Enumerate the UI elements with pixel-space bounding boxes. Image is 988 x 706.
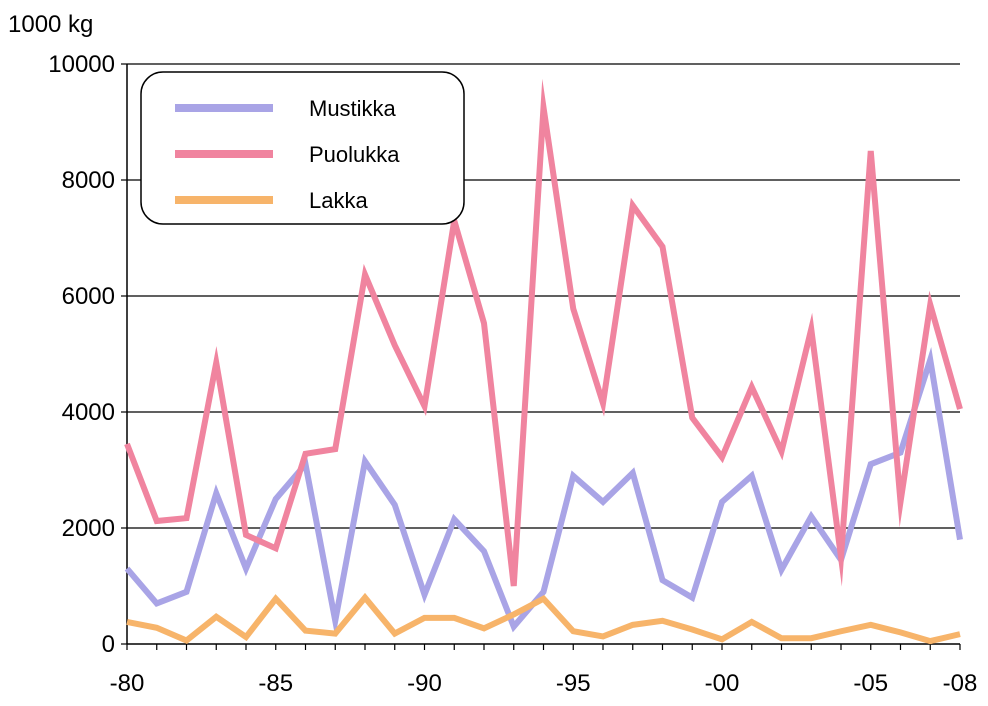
x-tick-label: -08 bbox=[943, 670, 978, 697]
series-line-lakka bbox=[126, 592, 961, 645]
x-tick-label: -85 bbox=[258, 670, 293, 697]
x-tick-label: -05 bbox=[853, 670, 888, 697]
y-unit-label: 1000 kg bbox=[8, 11, 93, 38]
x-tick-label: -95 bbox=[556, 670, 591, 697]
legend-label-puolukka: Puolukka bbox=[309, 142, 400, 167]
y-tick-label: 0 bbox=[102, 631, 115, 658]
x-tick-label: -00 bbox=[705, 670, 740, 697]
legend-label-lakka: Lakka bbox=[309, 188, 368, 213]
y-tick-label: 8000 bbox=[62, 167, 115, 194]
y-tick-label: 4000 bbox=[62, 399, 115, 426]
series-lines bbox=[124, 78, 963, 645]
legend: Mustikka Puolukka Lakka bbox=[140, 71, 465, 225]
y-tick-labels: 0 2000 4000 6000 8000 10000 bbox=[48, 51, 115, 658]
y-tick-label: 6000 bbox=[62, 283, 115, 310]
x-tick-label: -90 bbox=[407, 670, 442, 697]
series-line-puolukka bbox=[124, 78, 963, 587]
axes bbox=[121, 63, 961, 650]
x-tick-label: -80 bbox=[110, 670, 145, 697]
y-tick-label: 10000 bbox=[48, 51, 115, 78]
series-line-mustikka bbox=[124, 347, 963, 638]
y-tick-label: 2000 bbox=[62, 515, 115, 542]
x-tick-labels: -80 -85 -90 -95 -00 -05 -08 bbox=[110, 670, 978, 697]
legend-label-mustikka: Mustikka bbox=[309, 96, 397, 121]
